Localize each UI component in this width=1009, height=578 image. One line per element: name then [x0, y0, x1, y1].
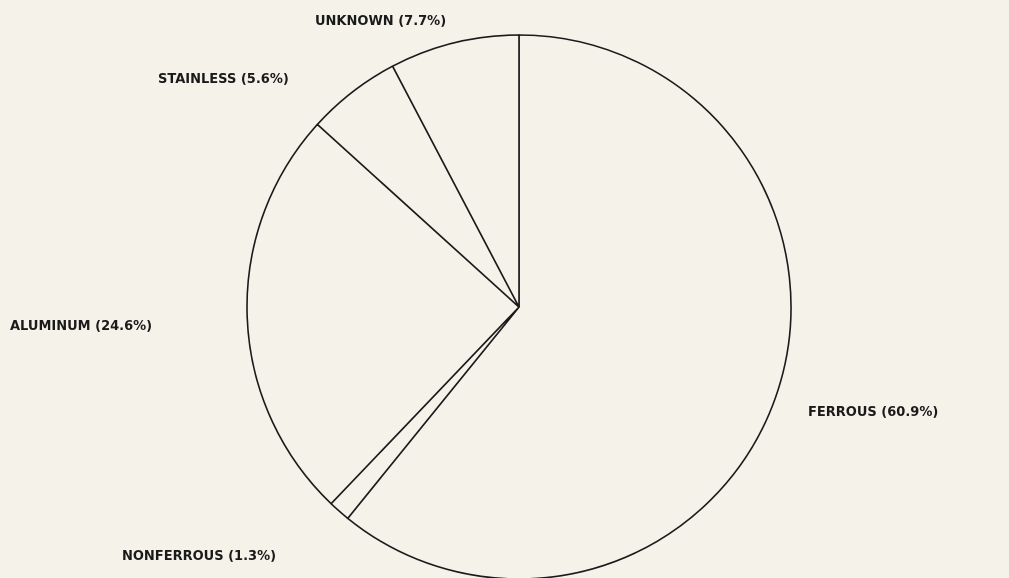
value-label: (5.6%) [241, 72, 289, 87]
slice-label: STAINLESS (5.6%) [158, 72, 289, 87]
value-label: (1.3%) [228, 549, 276, 564]
pie-slice [346, 34, 792, 578]
slice-label: NONFERROUS (1.3%) [122, 549, 276, 564]
slice-label: FERROUS (60.9%) [808, 405, 938, 420]
category-label: FERROUS [808, 405, 877, 420]
slice-label: UNKNOWN (7.7%) [315, 14, 446, 29]
category-label: STAINLESS [158, 72, 236, 87]
value-label: (60.9%) [881, 405, 938, 420]
slice-label: ALUMINUM (24.6%) [10, 319, 152, 334]
category-label: NONFERROUS [122, 549, 224, 564]
value-label: (7.7%) [398, 14, 446, 29]
category-label: ALUMINUM [10, 319, 91, 334]
category-label: UNKNOWN [315, 14, 394, 29]
value-label: (24.6%) [95, 319, 152, 334]
pie-slice [246, 123, 521, 505]
pie-slice [391, 34, 520, 308]
